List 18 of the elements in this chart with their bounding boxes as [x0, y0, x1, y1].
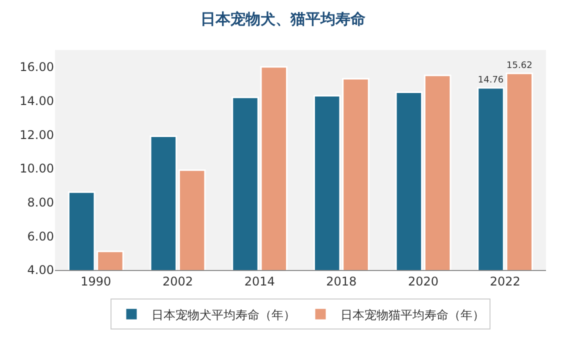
y-tick-label: 6.00: [27, 229, 54, 244]
y-tick-label: 12.00: [20, 128, 54, 142]
y-tick-label: 14.00: [20, 94, 54, 108]
y-tick-label: 10.00: [20, 162, 54, 176]
data-label: 15.62: [506, 61, 532, 72]
x-tick-label: 2022: [490, 274, 520, 288]
legend-label: 日本宠物猫平均寿命（年）: [340, 308, 484, 322]
data-label: 14.76: [478, 76, 504, 86]
x-tick-label: 2014: [244, 274, 275, 288]
x-tick-label: 2002: [162, 274, 194, 288]
x-tick-label: 2020: [408, 274, 439, 288]
x-tick-label: 1990: [80, 274, 112, 288]
x-tick-label: 2018: [326, 274, 357, 288]
legend-label: 日本宠物犬平均寿命（年）: [152, 308, 296, 322]
y-tick-label: 8.00: [27, 196, 54, 210]
y-tick-label: 16.00: [20, 60, 54, 74]
y-tick-label: 4.00: [27, 263, 54, 278]
chart-title: 日本宠物犬、猫平均寿命: [200, 10, 366, 28]
